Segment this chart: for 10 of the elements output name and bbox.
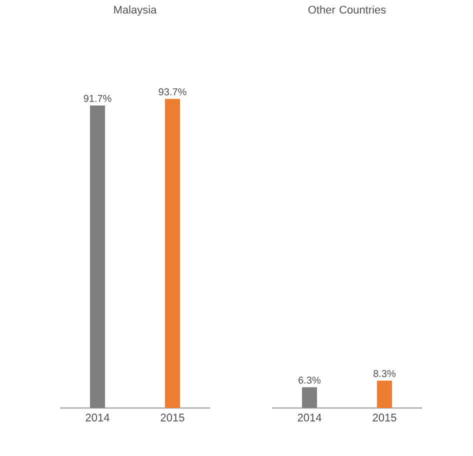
chart-title: Malaysia xyxy=(114,6,157,16)
data-label: 8.3% xyxy=(374,370,396,378)
x-tick-label: 2015 xyxy=(160,414,184,422)
x-tick-label: 2014 xyxy=(86,414,110,422)
data-label: 6.3% xyxy=(298,376,321,384)
data-label: 91.7% xyxy=(84,94,112,102)
x-tick-label: 2014 xyxy=(298,414,322,422)
x-tick-label: 2015 xyxy=(372,414,396,422)
chart-title: Other Countries xyxy=(308,6,386,14)
data-label: 93.7% xyxy=(158,88,186,96)
